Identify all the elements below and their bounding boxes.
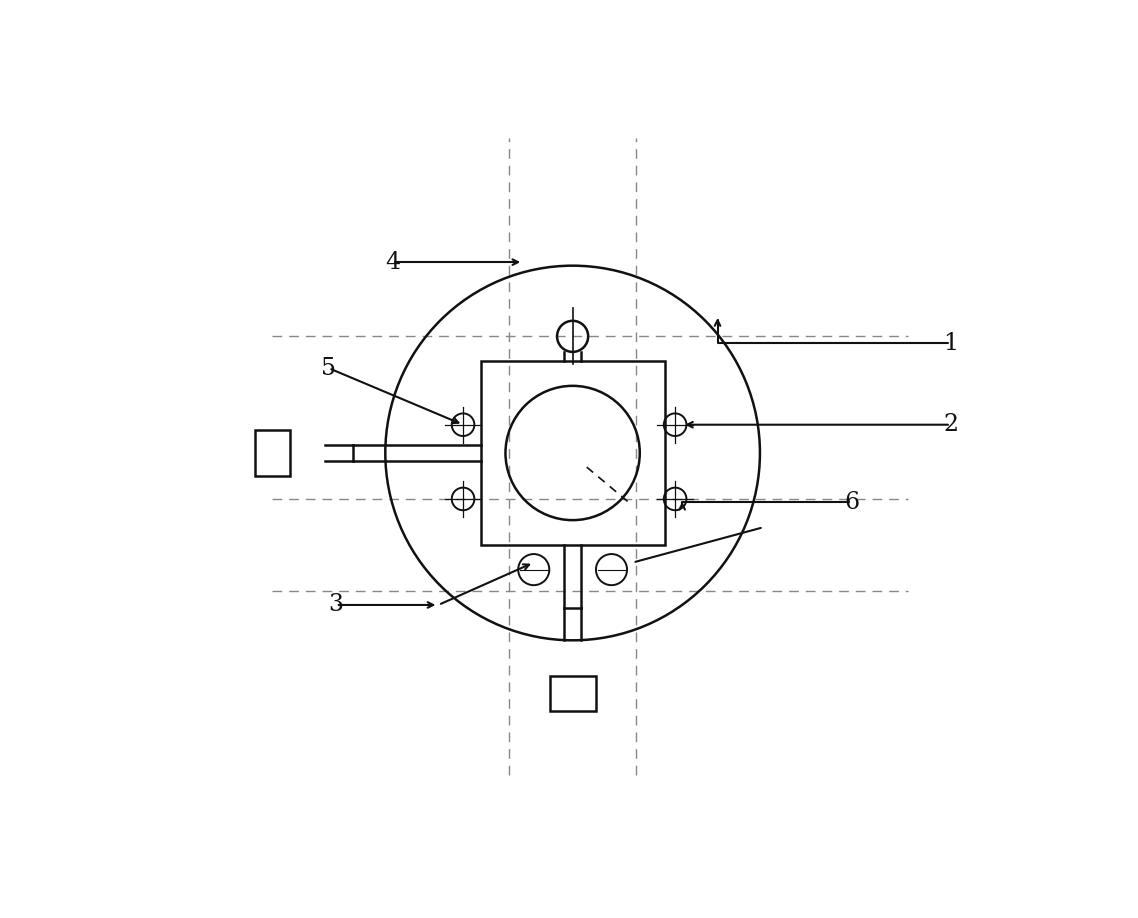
Text: 3: 3 — [329, 593, 344, 617]
Text: 5: 5 — [321, 357, 336, 380]
Text: 2: 2 — [943, 413, 958, 436]
Text: 1: 1 — [943, 332, 958, 355]
Bar — [480, 361, 665, 545]
Bar — [255, 430, 290, 476]
Text: 4: 4 — [385, 251, 399, 274]
Text: 6: 6 — [844, 491, 859, 514]
Bar — [550, 676, 595, 711]
